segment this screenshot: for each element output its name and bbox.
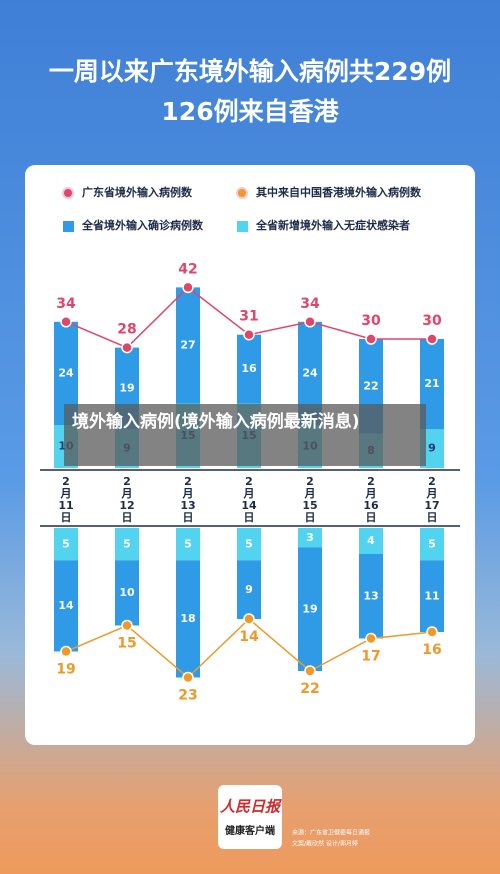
bar-segment bbox=[176, 287, 200, 404]
bar-segment bbox=[115, 528, 139, 561]
bar-value-label: 11 bbox=[424, 589, 439, 602]
bar-value-label: 13 bbox=[363, 589, 378, 602]
line-value-label: 34 bbox=[56, 296, 76, 312]
bar-value-label: 5 bbox=[184, 537, 192, 550]
bar-segment bbox=[359, 554, 383, 639]
title: 一周以来广东境外输入病例共229例 bbox=[49, 57, 451, 86]
bar-value-label: 5 bbox=[123, 537, 131, 550]
bar-value-label: 9 bbox=[428, 442, 436, 455]
bar-value-label: 27 bbox=[180, 338, 195, 351]
bar-value-label: 10 bbox=[119, 586, 135, 599]
line-marker bbox=[426, 333, 438, 345]
logo: 人民日报 bbox=[220, 798, 282, 815]
bar-segment bbox=[237, 334, 261, 404]
line-value-label: 23 bbox=[178, 688, 197, 704]
legend-marker bbox=[236, 187, 248, 199]
legend-label: 其中来自中国香港境外输入病例数 bbox=[256, 185, 422, 199]
line-marker bbox=[426, 626, 438, 638]
bar-segment bbox=[176, 528, 200, 561]
subtitle: 126例来自香港 bbox=[161, 97, 339, 126]
bar-segment bbox=[298, 547, 322, 671]
line-value-label: 42 bbox=[178, 261, 197, 277]
line-marker bbox=[60, 645, 72, 658]
bar-segment bbox=[237, 528, 261, 561]
line-value-label: 30 bbox=[422, 313, 442, 329]
line-value-label: 15 bbox=[117, 636, 136, 652]
legend-marker bbox=[62, 187, 74, 199]
bar-segment bbox=[420, 560, 444, 632]
line-value-label: 30 bbox=[361, 313, 381, 329]
legend-label: 广东省境外输入病例数 bbox=[82, 185, 193, 199]
bar-value-label: 3 bbox=[306, 531, 314, 544]
bar-segment bbox=[298, 528, 322, 548]
line-marker bbox=[121, 619, 133, 632]
line-value-label: 16 bbox=[422, 642, 441, 658]
logo-sub: 健康客户端 bbox=[225, 824, 275, 837]
bar-value-label: 9 bbox=[245, 583, 253, 596]
line-value-label: 19 bbox=[56, 662, 75, 678]
line-marker bbox=[121, 341, 133, 354]
line-marker bbox=[60, 316, 72, 328]
bar-value-label: 22 bbox=[363, 379, 378, 392]
x-tick-label: 2月13日 bbox=[180, 475, 196, 524]
line-value-label: 14 bbox=[239, 629, 259, 645]
bar-segment bbox=[237, 560, 261, 619]
bar-value-label: 5 bbox=[62, 537, 70, 550]
bar-value-label: 16 bbox=[241, 362, 257, 375]
x-tick-label: 2月17日 bbox=[424, 475, 440, 524]
bar-value-label: 24 bbox=[302, 366, 318, 379]
line-marker bbox=[243, 328, 255, 341]
bar-value-label: 4 bbox=[367, 534, 375, 547]
bar-value-label: 14 bbox=[58, 599, 74, 612]
bar-segment bbox=[359, 528, 383, 554]
line-value-label: 28 bbox=[117, 322, 136, 338]
line-marker bbox=[304, 316, 316, 328]
bar-value-label: 19 bbox=[119, 381, 134, 394]
line-marker bbox=[243, 613, 255, 625]
bar-segment bbox=[54, 528, 78, 561]
x-tick-label: 2月14日 bbox=[241, 475, 257, 524]
x-tick-label: 2月12日 bbox=[119, 475, 135, 524]
line-marker bbox=[182, 671, 194, 684]
line-marker bbox=[365, 632, 377, 645]
overlay-banner: 境外输入病例(境外输入病例最新消息) bbox=[64, 404, 426, 466]
legend-label: 全省境外输入确诊病例数 bbox=[81, 218, 204, 232]
line-marker bbox=[304, 665, 316, 677]
bar-value-label: 5 bbox=[428, 537, 436, 550]
bar-segment bbox=[115, 560, 139, 626]
x-tick-label: 2月11日 bbox=[58, 475, 74, 524]
bar-segment bbox=[54, 560, 78, 652]
line-value-label: 34 bbox=[300, 296, 320, 312]
source: 来源：广东省卫健委每日通报 bbox=[292, 829, 370, 837]
credits: 文案/戴欣然 设计/郭月婷 bbox=[292, 840, 358, 848]
legend-marker bbox=[63, 221, 74, 232]
line-value-label: 22 bbox=[300, 681, 319, 697]
line-value-label: 31 bbox=[239, 309, 258, 325]
bar-value-label: 5 bbox=[245, 537, 253, 550]
bar-segment bbox=[176, 560, 200, 678]
line-marker bbox=[182, 281, 194, 294]
legend-marker bbox=[237, 221, 248, 232]
bar-value-label: 18 bbox=[180, 612, 195, 625]
bar-value-label: 24 bbox=[58, 366, 74, 379]
line-value-label: 17 bbox=[361, 649, 380, 665]
x-tick-label: 2月15日 bbox=[302, 475, 318, 524]
legend-label: 全省新增境外输入无症状感染者 bbox=[255, 218, 410, 232]
bar-value-label: 21 bbox=[424, 377, 439, 390]
bar-segment bbox=[420, 528, 444, 561]
line-marker bbox=[365, 333, 377, 345]
bar-value-label: 19 bbox=[302, 602, 317, 615]
x-tick-label: 2月16日 bbox=[363, 475, 379, 524]
logo-box bbox=[218, 785, 282, 849]
